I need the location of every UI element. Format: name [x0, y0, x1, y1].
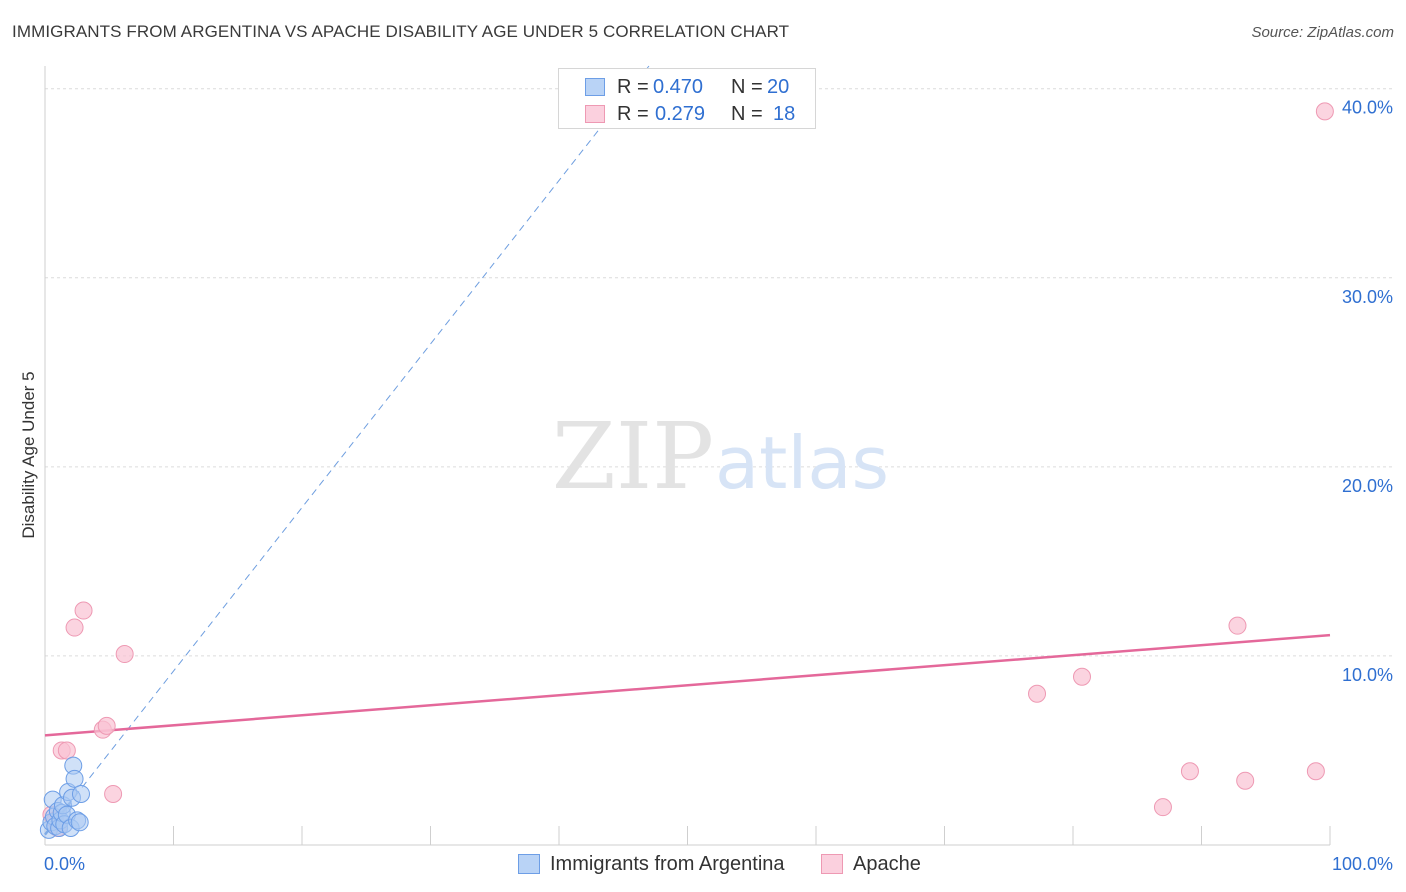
data-point-apache — [1153, 798, 1172, 817]
y-tick-label: 20.0% — [1342, 476, 1393, 496]
data-points — [39, 102, 1334, 839]
legend-r-value: 0.470 — [653, 76, 704, 98]
chart-title: IMMIGRANTS FROM ARGENTINA VS APACHE DISA… — [12, 22, 790, 41]
legend-swatch-blue — [518, 854, 540, 874]
legend-n-label: N = — [731, 76, 763, 98]
trend-line-apache — [44, 633, 1331, 737]
data-point-argentina — [70, 813, 89, 832]
legend-n-value: 18 — [773, 103, 796, 125]
data-point-apache — [57, 741, 76, 760]
legend-n-label: N = — [731, 103, 763, 125]
data-point-apache — [1180, 762, 1199, 781]
y-tick-label: 40.0% — [1342, 98, 1393, 118]
legend-r-value: 0.279 — [655, 103, 706, 125]
data-point-apache — [74, 601, 93, 620]
x-tick-label: 100.0% — [1332, 854, 1393, 874]
y-tick-label: 30.0% — [1342, 287, 1393, 307]
data-point-apache — [104, 784, 123, 803]
y-tick-label: 10.0% — [1342, 665, 1393, 685]
watermark: ZIP atlas — [552, 403, 889, 510]
trend-line-argentina — [44, 65, 650, 835]
data-point-apache — [1072, 667, 1091, 686]
data-point-apache — [1306, 762, 1325, 781]
data-point-apache — [115, 645, 134, 664]
legend-n-value: 20 — [767, 76, 790, 98]
legend-r-label: R = — [617, 103, 649, 125]
data-point-argentina — [71, 784, 90, 803]
data-point-apache — [1228, 616, 1247, 635]
source-credit: Source: ZipAtlas.com — [1251, 24, 1394, 41]
correlation-legend: R = 0.470 N = 20 R = 0.279 N = 18 — [558, 68, 816, 129]
data-point-apache — [65, 618, 84, 637]
data-point-apache — [1315, 102, 1334, 121]
x-tick-label: 0.0% — [44, 854, 85, 874]
tick-labels: 10.0% 20.0% 30.0% 40.0% 0.0% 100.0% — [44, 98, 1393, 874]
gridlines — [45, 88, 1392, 657]
data-point-apache — [97, 716, 116, 735]
legend-label-argentina: Immigrants from Argentina — [550, 853, 785, 875]
legend-label-apache: Apache — [853, 853, 921, 875]
legend-swatch-pink — [585, 105, 605, 123]
data-point-argentina — [65, 769, 84, 788]
axes — [44, 66, 1331, 846]
legend-swatch-blue — [585, 78, 605, 96]
data-point-apache — [1028, 684, 1047, 703]
watermark-atlas: atlas — [715, 421, 889, 505]
y-axis-label: Disability Age Under 5 — [19, 371, 38, 538]
legend-swatch-pink — [821, 854, 843, 874]
legend-r-label: R = — [617, 76, 649, 98]
data-point-apache — [1236, 771, 1255, 790]
series-legend: Immigrants from Argentina Apache — [0, 852, 1406, 878]
watermark-zip: ZIP — [552, 403, 714, 510]
